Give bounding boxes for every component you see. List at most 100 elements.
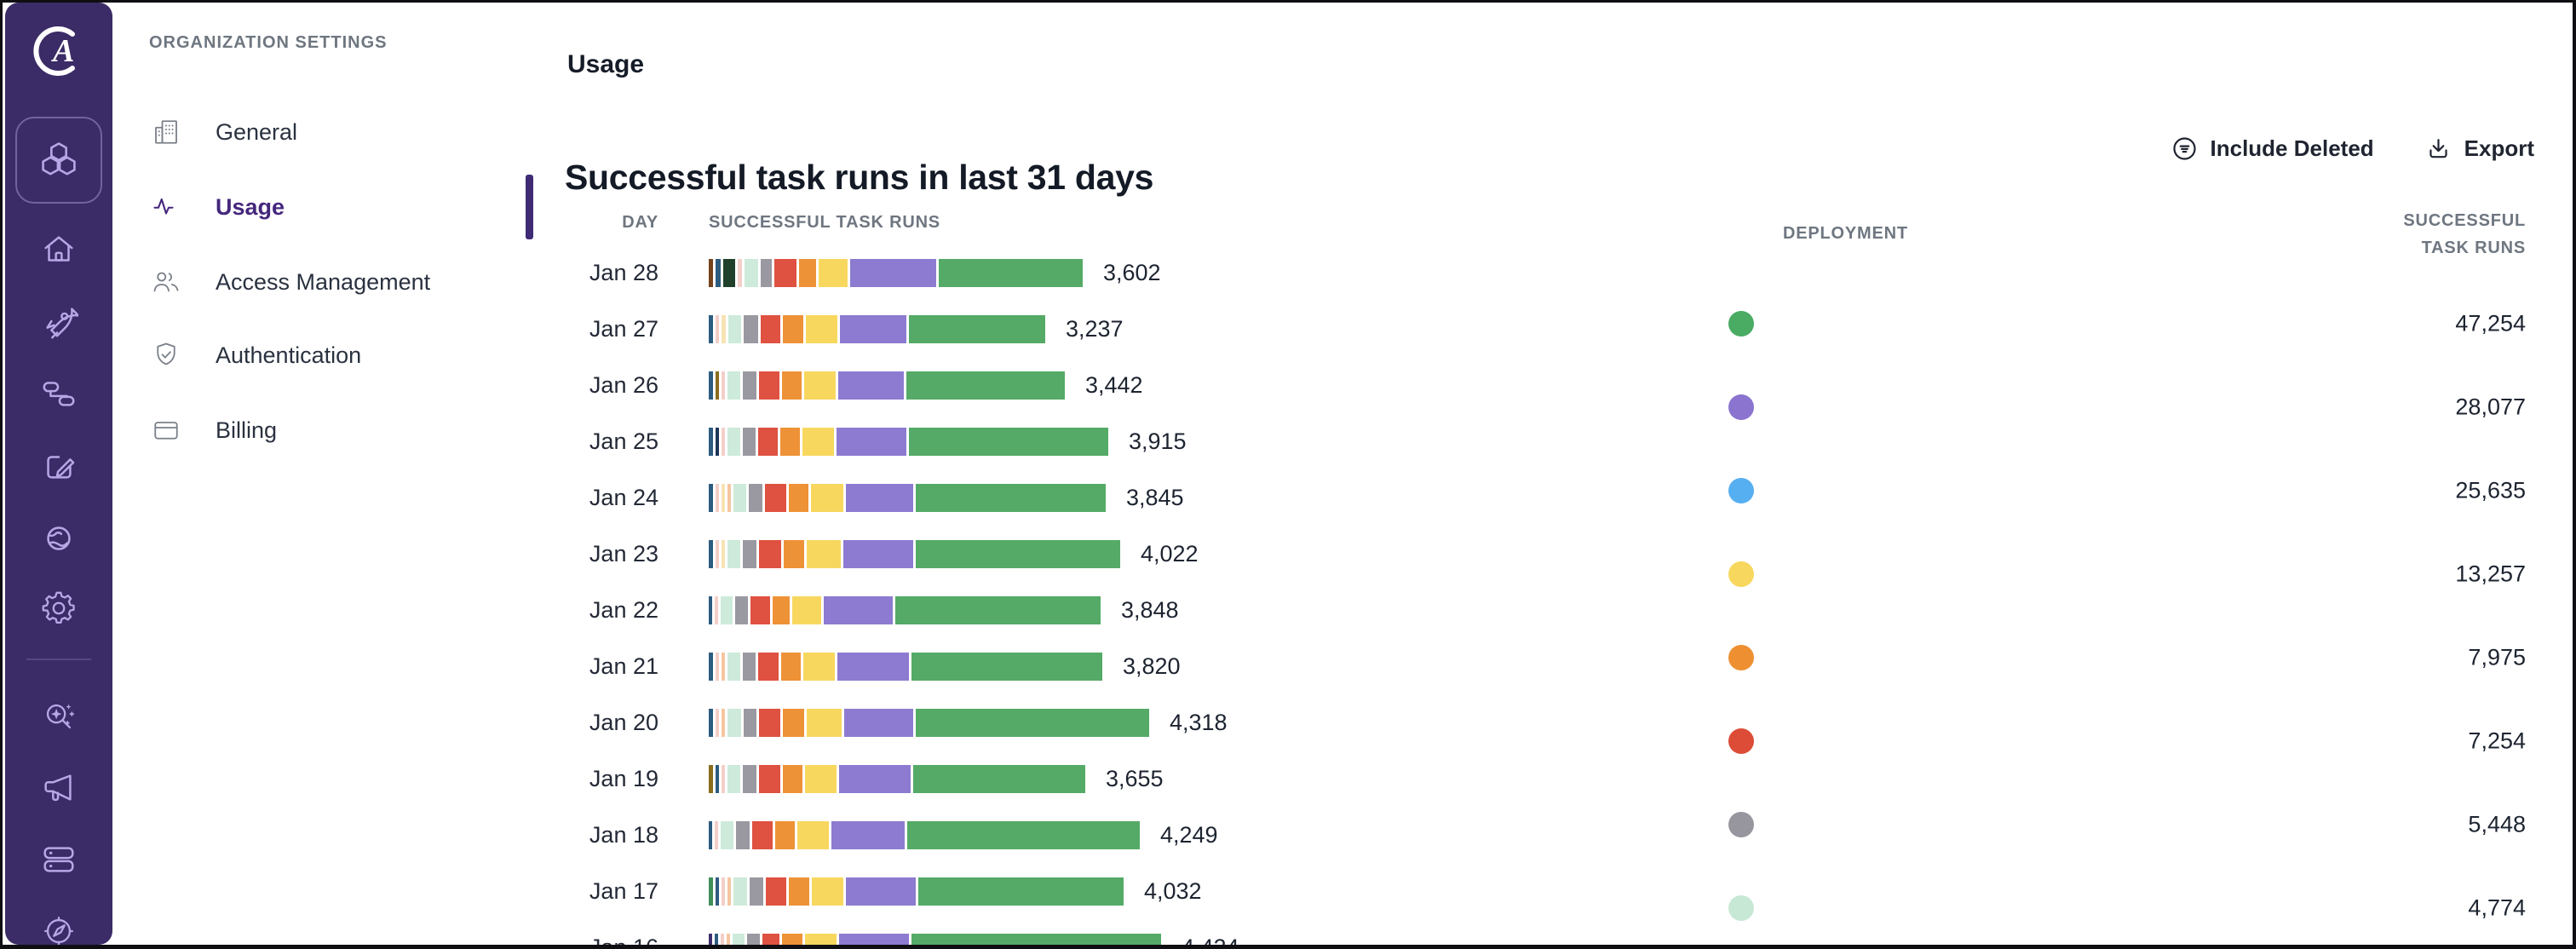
compose-icon [47,456,75,479]
bar-segment-purple [844,708,913,737]
bar-segment-red [752,820,773,849]
bar-segment-pink [716,708,719,737]
chart-row: Jan 16 4,424 [565,919,1894,945]
sidebar-item-home[interactable] [39,230,78,269]
chart-row: Jan 28 3,602 [565,244,1894,301]
deployment-row: 28,077 [1716,365,2526,449]
bar-segment-yellow [806,314,837,343]
sparkle-search-icon [46,704,75,729]
bar-segment-red [758,652,779,681]
bar-segment-mint [745,258,758,287]
bar-segment-yellow [807,539,841,568]
bar-segment-navy [715,933,718,945]
day-label: Jan 26 [589,371,658,398]
day-label: Jan 22 [589,596,658,623]
chart-row: Jan 17 4,032 [565,863,1894,919]
bar-segment-navy [716,258,721,287]
sidebar-item-compose[interactable] [39,446,78,486]
deployment-row: 13,257 [1716,532,2526,616]
bar-segment-forest [709,877,713,906]
bar-segment-green [895,595,1101,624]
stacked-bar [709,258,1083,287]
sidebar-item-globe[interactable] [39,519,78,558]
bar-segment-yellow [802,427,834,456]
bar-segment-navy [709,427,713,456]
sidebar-item-workflows[interactable] [39,374,78,413]
sidebar-divider [26,659,91,660]
deployment-headers: DEPLOYMENT SUCCESSFUL TASK RUNS [1716,205,2526,282]
section-title: Successful task runs in last 31 days [565,158,1154,198]
bar-segment-darknavy [716,427,719,456]
bar-segment-purple [846,877,916,906]
bar-segment-gray [744,314,758,343]
day-label: Jan 16 [565,935,658,946]
deployment-row: 7,975 [1716,616,2526,699]
stacked-bar [709,933,1161,945]
download-icon [2429,139,2447,158]
bar-segment-green [916,708,1149,737]
include-deleted-button[interactable]: Include Deleted [2171,135,2374,162]
bar-segment-navy [709,652,713,681]
stacked-bar [709,371,1065,400]
bar-segment-purple [831,820,905,849]
stacked-bar [709,877,1124,906]
building-icon [149,117,183,147]
bar-segment-yellow [819,258,848,287]
bar-segment-red [758,427,778,456]
chart-row: Jan 20 4,318 [565,694,1894,751]
bar-segment-orange [783,708,804,737]
sidebar-item-environments[interactable] [39,840,78,879]
bar-segment-navy [709,595,712,624]
bar-segment-red [761,314,780,343]
app-logo[interactable]: A [32,25,85,78]
nav-item-general[interactable]: General [149,108,297,156]
sidebar-item-deploy[interactable] [39,302,78,342]
bar-segment-orange [789,483,808,512]
bar-segment-mint [733,483,746,512]
chart-rows: Jan 28 3,602 Jan 27 3,237 Jan 26 3,442 Jan 25 3… [565,244,1894,945]
bar-segment-orange [781,652,801,681]
export-label: Export [2464,135,2534,161]
nav-item-usage[interactable]: Usage [149,183,285,231]
bar-segment-orange [783,314,803,343]
bar-segment-navy [716,764,719,793]
bar-segment-green [916,539,1120,568]
nav-item-authentication[interactable]: Authentication [149,331,361,379]
export-button[interactable]: Export [2425,135,2534,162]
nav-item-billing[interactable]: Billing [149,406,277,454]
day-total: 3,655 [1106,765,1164,791]
bar-segment-orange [782,933,802,945]
sidebar-item-modules[interactable] [15,117,102,204]
deployment-color-dot [1728,812,1754,837]
bar-segment-orange [789,877,809,906]
day-total: 3,915 [1129,428,1187,454]
deployment-row: 47,254 [1716,282,2526,365]
deployment-total: 13,257 [2455,561,2526,587]
chart-row: Jan 27 3,237 [565,301,1894,357]
chart-row: Jan 23 4,022 [565,526,1894,582]
day-total: 4,022 [1141,540,1199,567]
sidebar-item-explore[interactable] [39,912,78,945]
bar-segment-navy [716,877,719,906]
day-total: 4,249 [1160,821,1218,848]
bar-segment-green [918,877,1124,906]
day-label: Jan 25 [589,428,658,454]
stacked-bar [709,483,1106,512]
rocket-icon [46,308,78,339]
sidebar-item-ai-search[interactable] [39,697,78,736]
deployment-color-dot [1728,645,1754,670]
sidebar-item-announcements[interactable] [39,768,78,808]
bar-segment-red [762,933,779,945]
bar-segment-yellow [805,933,837,945]
bar-segment-yellow [803,652,835,681]
logo-icon: A [33,26,75,76]
deployment-color-dot [1728,478,1754,503]
nav-item-access-management[interactable]: Access Management [149,258,430,306]
cubes-icon [42,142,76,175]
bar-segment-pink [738,258,742,287]
home-icon [44,236,73,262]
bar-segment-navy [709,708,713,737]
app-window: A [3,3,2573,945]
stacked-bar [709,820,1140,849]
sidebar-item-settings[interactable] [39,589,78,628]
